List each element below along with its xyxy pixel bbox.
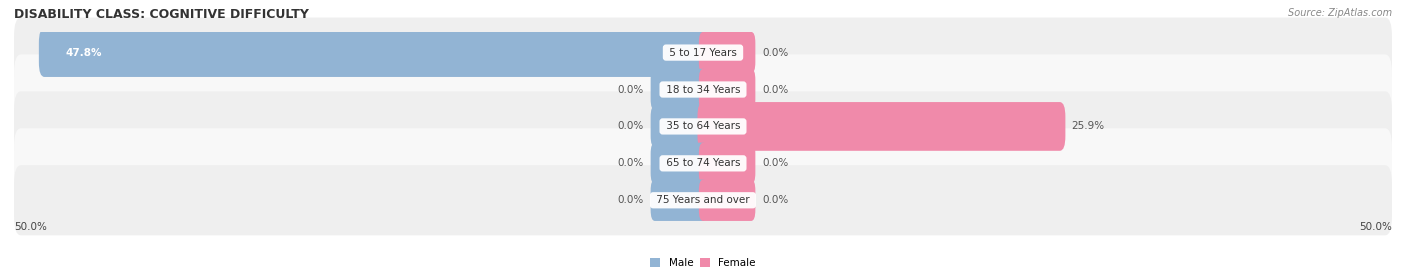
- FancyBboxPatch shape: [14, 17, 1392, 88]
- Text: 25.9%: 25.9%: [1071, 121, 1104, 132]
- Text: 65 to 74 Years: 65 to 74 Years: [662, 158, 744, 168]
- Text: 0.0%: 0.0%: [762, 48, 789, 58]
- Text: 75 Years and over: 75 Years and over: [652, 195, 754, 205]
- Text: 47.8%: 47.8%: [65, 48, 101, 58]
- FancyBboxPatch shape: [651, 106, 707, 147]
- Text: Source: ZipAtlas.com: Source: ZipAtlas.com: [1288, 8, 1392, 18]
- Text: 0.0%: 0.0%: [762, 195, 789, 205]
- Text: 35 to 64 Years: 35 to 64 Years: [662, 121, 744, 132]
- FancyBboxPatch shape: [651, 180, 707, 221]
- FancyBboxPatch shape: [14, 165, 1392, 235]
- Text: 50.0%: 50.0%: [1360, 222, 1392, 232]
- FancyBboxPatch shape: [651, 143, 707, 184]
- FancyBboxPatch shape: [699, 180, 755, 221]
- FancyBboxPatch shape: [699, 143, 755, 184]
- Text: DISABILITY CLASS: COGNITIVE DIFFICULTY: DISABILITY CLASS: COGNITIVE DIFFICULTY: [14, 8, 309, 21]
- FancyBboxPatch shape: [699, 32, 755, 73]
- FancyBboxPatch shape: [14, 54, 1392, 125]
- FancyBboxPatch shape: [14, 128, 1392, 199]
- Text: 18 to 34 Years: 18 to 34 Years: [662, 84, 744, 94]
- Text: 0.0%: 0.0%: [617, 84, 644, 94]
- FancyBboxPatch shape: [699, 69, 755, 110]
- Text: 0.0%: 0.0%: [762, 158, 789, 168]
- FancyBboxPatch shape: [39, 28, 709, 77]
- Text: 0.0%: 0.0%: [762, 84, 789, 94]
- Text: 50.0%: 50.0%: [14, 222, 46, 232]
- FancyBboxPatch shape: [14, 91, 1392, 161]
- FancyBboxPatch shape: [697, 102, 1066, 151]
- Text: 0.0%: 0.0%: [617, 121, 644, 132]
- Text: 5 to 17 Years: 5 to 17 Years: [666, 48, 740, 58]
- FancyBboxPatch shape: [651, 69, 707, 110]
- Text: 0.0%: 0.0%: [617, 195, 644, 205]
- Legend: Male, Female: Male, Female: [650, 258, 756, 268]
- Text: 0.0%: 0.0%: [617, 158, 644, 168]
